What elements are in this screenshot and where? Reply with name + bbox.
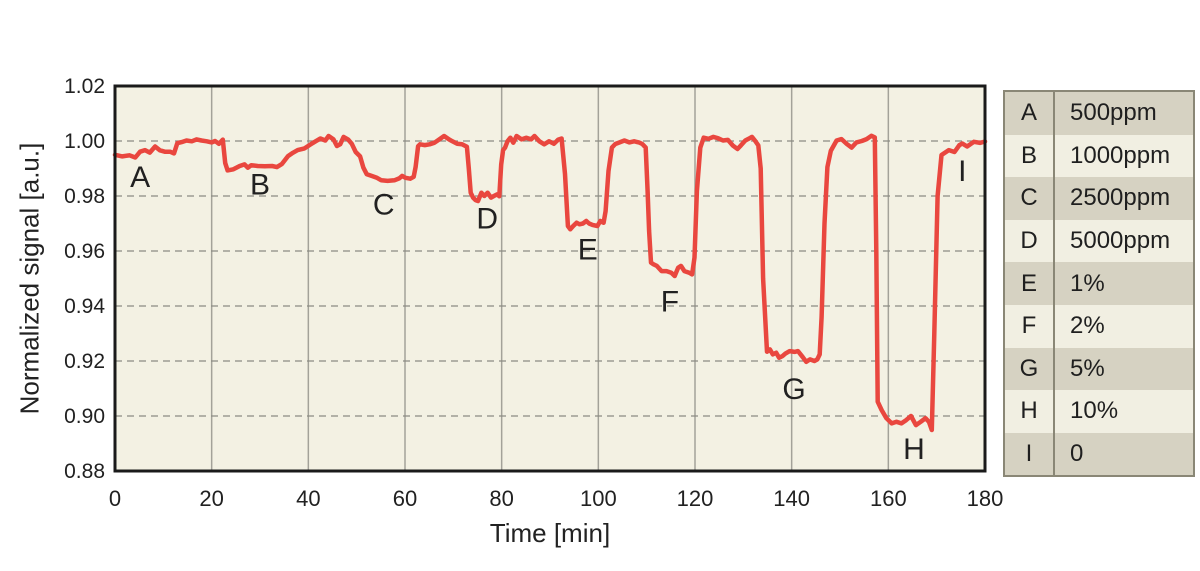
legend-key: G: [1019, 354, 1039, 382]
legend-row-A: A 500ppm: [1005, 92, 1193, 135]
x-tick-label: 80: [489, 486, 513, 511]
x-tick-label: 0: [109, 486, 121, 511]
curve-label-E: E: [578, 233, 598, 266]
curve-label-F: F: [661, 286, 679, 319]
legend-key: C: [1020, 184, 1038, 212]
signal-line: [112, 133, 988, 433]
curve-label-C: C: [373, 189, 395, 222]
legend-key: H: [1020, 397, 1038, 425]
x-tick-label: 100: [580, 486, 617, 511]
y-tick-label: 0.92: [64, 350, 105, 373]
legend-value: 500ppm: [1053, 92, 1193, 135]
curve-label-A: A: [130, 161, 150, 194]
curve-label-D: D: [476, 202, 498, 235]
x-tick-label: 140: [773, 486, 810, 511]
legend-row-B: B 1000ppm: [1005, 134, 1193, 178]
plot-background: [115, 86, 985, 471]
x-tick-label: 20: [199, 486, 223, 511]
x-tick-label: 120: [677, 486, 714, 511]
legend-value: 2%: [1053, 304, 1193, 348]
legend-row-E: E 1%: [1005, 262, 1193, 305]
legend-value: 5%: [1053, 347, 1193, 391]
legend-value: 1000ppm: [1053, 134, 1193, 178]
legend-value: 2500ppm: [1053, 177, 1193, 220]
y-tick-label: 0.94: [64, 295, 105, 318]
legend-value: 0: [1053, 432, 1193, 476]
curve-label-H: H: [903, 433, 925, 466]
x-tick-label: 160: [870, 486, 907, 511]
legend-row-H: H 10%: [1005, 390, 1193, 433]
plot-border: [113, 84, 987, 473]
x-tick-label: 40: [296, 486, 320, 511]
x-tick-label: 60: [393, 486, 417, 511]
legend-key: B: [1020, 141, 1037, 169]
legend-row-D: D 5000ppm: [1005, 219, 1193, 263]
legend-row-F: F 2%: [1005, 304, 1193, 348]
y-tick-label: 1.00: [64, 130, 105, 153]
legend-key: I: [1025, 440, 1033, 468]
curve-label-B: B: [250, 169, 270, 202]
legend-table: A 500ppm B 1000ppm C 2500ppm D 5000ppm E 1% F 2% G 5%…: [1003, 90, 1195, 478]
legend-key: E: [1020, 269, 1037, 297]
curve-label-I: I: [958, 155, 966, 188]
y-tick-label: 0.98: [64, 185, 105, 208]
x-axis-title: Time [min]: [489, 518, 611, 548]
legend-row-G: G 5%: [1005, 347, 1193, 391]
y-tick-label: 0.90: [64, 405, 105, 428]
legend-key: A: [1020, 99, 1037, 127]
legend-key: F: [1021, 312, 1037, 340]
legend-key: D: [1020, 227, 1038, 255]
legend-value: 5000ppm: [1053, 219, 1193, 263]
legend-row-C: C 2500ppm: [1005, 177, 1193, 220]
legend-value: 1%: [1053, 262, 1193, 305]
legend-value: 10%: [1053, 390, 1193, 433]
y-tick-label: 1.02: [64, 75, 105, 98]
y-tick-label: 0.88: [64, 460, 105, 483]
curve-label-G: G: [782, 373, 805, 406]
x-tick-label: 180: [967, 486, 1004, 511]
y-axis-title: Normalized signal [a.u.]: [14, 142, 45, 415]
y-tick-label: 0.96: [64, 240, 105, 263]
